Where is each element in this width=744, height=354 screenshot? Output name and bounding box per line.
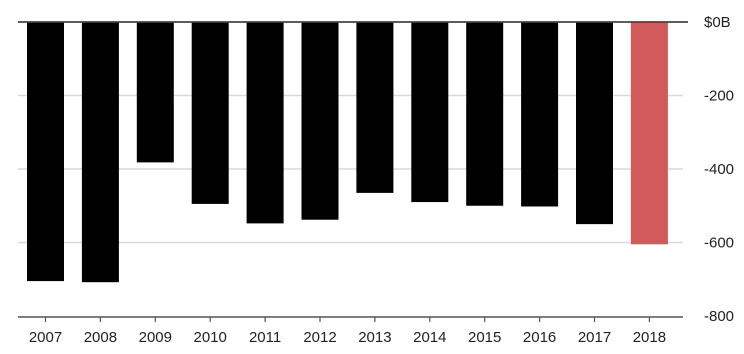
x-tick-label: 2016 [523,329,556,346]
x-tick-label: 2010 [194,329,227,346]
bar-2011 [246,22,284,224]
x-tick-label: 2009 [139,329,172,346]
bar-2018 [630,22,668,245]
bar-2009 [136,22,174,163]
x-tick-label: 2012 [303,329,336,346]
x-tick-label: 2015 [468,329,501,346]
y-tick-label: -600 [704,235,734,252]
x-tick-label: 2018 [633,329,666,346]
y-tick-label: -800 [704,308,734,325]
y-tick-label: -200 [704,88,734,105]
bar-2007 [27,22,64,282]
x-tick-labels: 2007 2008 2009 2010 2011 2012 2013 2014 2015 2016… [29,329,666,346]
y-tick-labels: $0B -200 -400 -600 -800 [704,14,734,325]
bar-2008 [81,22,119,283]
bar-2010 [191,22,229,204]
bar-2014 [411,22,449,203]
x-tick-label: 2008 [84,329,117,346]
x-tick-label: 2011 [249,329,281,346]
x-tick-label: 2017 [578,329,611,346]
bars [27,22,668,283]
gridlines [18,94,683,244]
bar-2013 [356,22,394,193]
axes [18,21,688,322]
bar-2017 [576,22,613,225]
x-tick-label: 2007 [29,329,62,346]
y-tick-label: $0B [704,14,731,31]
bar-2016 [521,22,559,207]
x-tick-label: 2013 [358,329,391,346]
bar-2012 [301,22,339,220]
bar-2015 [466,22,504,206]
x-tick-label: 2014 [413,329,446,346]
y-tick-label: -400 [704,161,734,178]
